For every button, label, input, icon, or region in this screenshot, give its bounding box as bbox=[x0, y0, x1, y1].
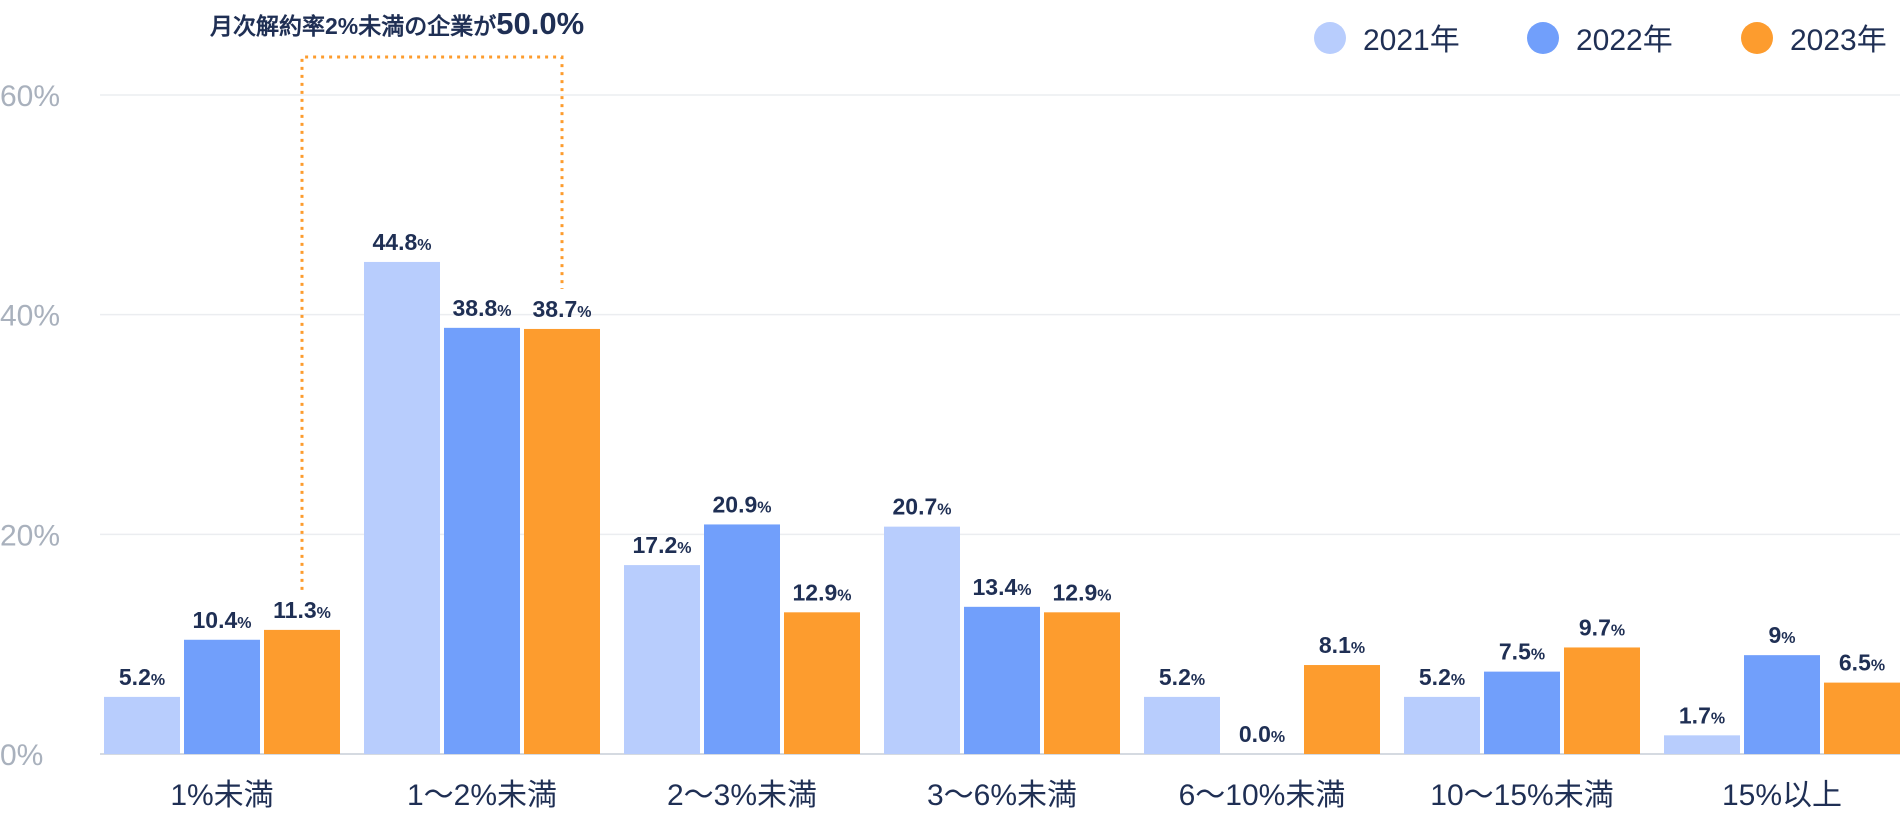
bar bbox=[524, 328, 600, 754]
y-axis-ticks: 0% 20% 40% 60% bbox=[0, 80, 60, 772]
y-tick-label: 20% bbox=[0, 519, 60, 552]
legend-label: 2022年 bbox=[1576, 24, 1673, 57]
annotation-text: 月次解約率2%未満の企業が50.0% bbox=[209, 6, 584, 41]
legend-label: 2023年 bbox=[1790, 24, 1887, 57]
data-label: 1.7% bbox=[1679, 702, 1725, 728]
legend-label: 2021年 bbox=[1363, 24, 1460, 57]
bar bbox=[104, 696, 180, 754]
bar bbox=[184, 639, 260, 754]
bar bbox=[1564, 647, 1640, 754]
data-label: 5.2% bbox=[119, 664, 165, 690]
y-tick-label: 60% bbox=[0, 80, 60, 113]
data-label: 9% bbox=[1768, 622, 1795, 648]
data-label: 17.2% bbox=[633, 532, 692, 558]
data-label: 5.2% bbox=[1159, 664, 1205, 690]
bars bbox=[104, 261, 1900, 754]
bar bbox=[624, 565, 700, 754]
bar bbox=[1824, 682, 1900, 754]
legend: 2021年 2022年 2023年 bbox=[1314, 22, 1887, 57]
data-label: 5.2% bbox=[1419, 664, 1465, 690]
bar bbox=[784, 612, 860, 754]
bar bbox=[1304, 665, 1380, 754]
data-label: 20.7% bbox=[893, 494, 952, 520]
data-label: 20.9% bbox=[713, 491, 772, 517]
annotation-bracket bbox=[300, 55, 564, 590]
category-label: 15%以上 bbox=[1722, 779, 1842, 812]
category-label: 2〜3%未満 bbox=[667, 779, 817, 812]
data-label: 12.9% bbox=[1053, 579, 1112, 605]
data-label: 44.8% bbox=[373, 229, 432, 255]
y-tick-label: 40% bbox=[0, 300, 60, 333]
data-label: 9.7% bbox=[1579, 614, 1625, 640]
bar bbox=[1484, 671, 1560, 754]
y-tick-label: 0% bbox=[0, 739, 43, 772]
bar bbox=[704, 524, 780, 754]
data-label: 38.8% bbox=[453, 295, 512, 321]
bar bbox=[1144, 696, 1220, 754]
bar bbox=[1404, 696, 1480, 754]
bar bbox=[964, 606, 1040, 754]
bar bbox=[884, 526, 960, 754]
data-label: 12.9% bbox=[793, 579, 852, 605]
bar bbox=[1044, 612, 1120, 754]
data-label: 10.4% bbox=[193, 607, 252, 633]
data-label: 38.7% bbox=[533, 296, 592, 322]
data-label: 8.1% bbox=[1319, 632, 1365, 658]
legend-swatch bbox=[1527, 22, 1559, 54]
bar bbox=[364, 261, 440, 754]
bar bbox=[1664, 735, 1740, 754]
category-label: 3〜6%未満 bbox=[927, 779, 1077, 812]
annotation: 月次解約率2%未満の企業が50.0% bbox=[209, 6, 584, 590]
category-label: 10〜15%未満 bbox=[1430, 779, 1613, 812]
data-label: 13.4% bbox=[973, 574, 1032, 600]
category-label: 1%未満 bbox=[170, 779, 273, 812]
x-axis-categories: 1%未満 1〜2%未満 2〜3%未満 3〜6%未満 6〜10%未満 10〜15%未満 15%… bbox=[170, 779, 1842, 812]
bar bbox=[264, 629, 340, 754]
bar bbox=[444, 327, 520, 754]
legend-swatch bbox=[1741, 22, 1773, 54]
data-label: 11.3% bbox=[273, 597, 331, 623]
data-label: 6.5% bbox=[1839, 650, 1885, 676]
category-label: 6〜10%未満 bbox=[1179, 779, 1346, 812]
legend-swatch bbox=[1314, 22, 1346, 54]
bar bbox=[1744, 655, 1820, 754]
data-label: 0.0% bbox=[1239, 721, 1285, 747]
data-labels: 5.2% 10.4% 11.3% 44.8% 38.8% 38.7% 17.2% 20.9% 1… bbox=[119, 229, 1885, 747]
category-label: 1〜2%未満 bbox=[407, 779, 557, 812]
data-label: 7.5% bbox=[1499, 639, 1545, 665]
